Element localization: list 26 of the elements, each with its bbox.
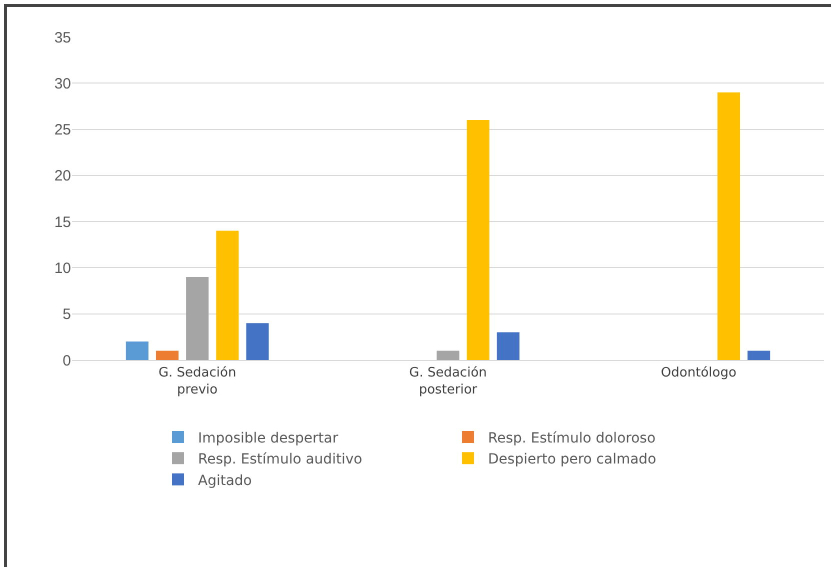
legend-label: Resp. Estímulo auditivo	[198, 452, 362, 468]
y-tick-label: 30	[54, 75, 71, 92]
bar	[717, 92, 740, 360]
y-tick-label: 25	[54, 122, 71, 139]
bar	[246, 323, 269, 360]
x-tick-label: Odontólogo	[660, 366, 736, 381]
x-tick-label: G. Sedación posterior	[409, 366, 487, 398]
legend-label: Imposible despertar	[198, 430, 338, 446]
y-tick-label: 5	[62, 306, 71, 324]
legend-label: Resp. Estímulo doloroso	[488, 430, 656, 446]
bar	[186, 276, 209, 360]
bar	[216, 230, 239, 360]
y-tick-label: 15	[54, 214, 71, 231]
bar	[156, 350, 179, 360]
bar	[126, 342, 148, 360]
bar	[466, 120, 490, 360]
bar	[436, 350, 460, 360]
y-tick-label: 0	[62, 352, 71, 370]
legend-label: Agitado	[198, 472, 252, 489]
bar	[748, 350, 770, 360]
bar	[496, 332, 520, 360]
y-tick-label: 20	[54, 168, 71, 185]
x-tick-label: G. Sedación previo	[158, 366, 236, 398]
y-tick-label: 10	[54, 260, 71, 277]
legend-label: Despierto pero calmado	[488, 452, 656, 468]
y-tick-label: 35	[54, 29, 71, 46]
